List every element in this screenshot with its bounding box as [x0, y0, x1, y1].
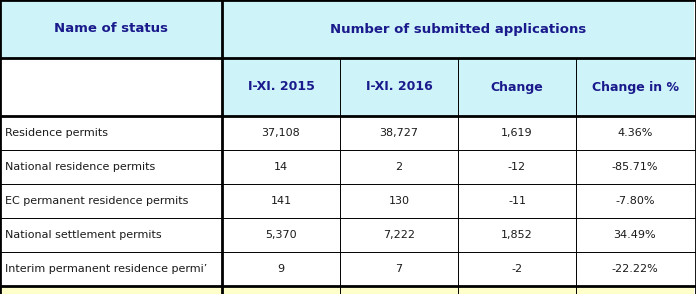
Text: -11: -11 — [508, 196, 526, 206]
Text: 2: 2 — [395, 162, 402, 172]
Text: 7: 7 — [395, 264, 402, 274]
Bar — [0, 286, 222, 294]
Bar — [222, 184, 340, 218]
Bar — [0, 150, 222, 184]
Bar — [222, 116, 340, 150]
Text: Residence permits: Residence permits — [5, 128, 108, 138]
Bar — [340, 184, 458, 218]
Bar — [458, 218, 576, 252]
Text: Change: Change — [491, 81, 544, 93]
Text: I-XI. 2015: I-XI. 2015 — [248, 81, 315, 93]
Bar — [576, 150, 694, 184]
Text: Name of status: Name of status — [54, 23, 168, 36]
Bar — [458, 184, 576, 218]
Bar — [222, 58, 340, 116]
Bar — [222, 252, 340, 286]
Bar — [458, 116, 576, 150]
Text: 4.36%: 4.36% — [617, 128, 653, 138]
Text: -2: -2 — [512, 264, 523, 274]
Bar — [222, 286, 340, 294]
Bar — [0, 0, 222, 58]
Text: EC permanent residence permits: EC permanent residence permits — [5, 196, 189, 206]
Bar — [340, 116, 458, 150]
Bar — [222, 218, 340, 252]
Text: Interim permanent residence permi’: Interim permanent residence permi’ — [5, 264, 207, 274]
Text: 38,727: 38,727 — [379, 128, 418, 138]
Text: National settlement permits: National settlement permits — [5, 230, 161, 240]
Bar — [458, 286, 576, 294]
Bar — [458, 252, 576, 286]
Text: 1,619: 1,619 — [501, 128, 533, 138]
Text: Change in %: Change in % — [592, 81, 679, 93]
Text: 34.49%: 34.49% — [614, 230, 656, 240]
Bar — [0, 252, 222, 286]
Text: -85.71%: -85.71% — [612, 162, 658, 172]
Text: -22.22%: -22.22% — [612, 264, 658, 274]
Text: 5,370: 5,370 — [265, 230, 296, 240]
Bar — [0, 184, 222, 218]
Bar — [340, 150, 458, 184]
Bar — [340, 286, 458, 294]
Text: 1,852: 1,852 — [501, 230, 533, 240]
Bar — [576, 58, 694, 116]
Text: 130: 130 — [388, 196, 409, 206]
Bar — [0, 58, 222, 116]
Text: 7,222: 7,222 — [383, 230, 415, 240]
Bar — [458, 150, 576, 184]
Bar — [340, 218, 458, 252]
Bar — [222, 0, 694, 58]
Bar — [576, 252, 694, 286]
Bar — [222, 150, 340, 184]
Bar — [340, 58, 458, 116]
Bar — [576, 184, 694, 218]
Text: I-XI. 2016: I-XI. 2016 — [365, 81, 432, 93]
Bar — [458, 58, 576, 116]
Text: -12: -12 — [508, 162, 526, 172]
Bar — [0, 218, 222, 252]
Text: 9: 9 — [278, 264, 285, 274]
Text: 37,108: 37,108 — [262, 128, 301, 138]
Bar — [576, 116, 694, 150]
Bar — [576, 286, 694, 294]
Text: National residence permits: National residence permits — [5, 162, 155, 172]
Bar — [340, 252, 458, 286]
Text: 141: 141 — [271, 196, 292, 206]
Bar — [576, 218, 694, 252]
Text: Number of submitted applications: Number of submitted applications — [330, 23, 586, 36]
Text: 14: 14 — [274, 162, 288, 172]
Bar — [0, 116, 222, 150]
Text: -7.80%: -7.80% — [615, 196, 655, 206]
